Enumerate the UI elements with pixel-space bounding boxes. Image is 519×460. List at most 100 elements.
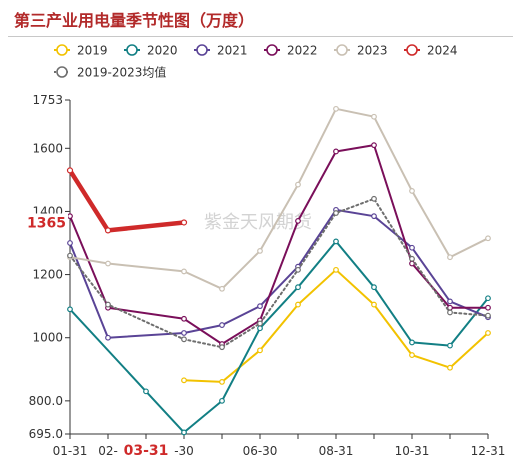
data-point <box>295 218 301 224</box>
legend-item-2020[interactable]: 2020 <box>124 44 178 58</box>
data-point <box>333 210 339 216</box>
data-point <box>409 244 415 251</box>
data-point <box>257 325 263 332</box>
x-tick-label: -30 <box>174 444 194 458</box>
data-point <box>409 188 415 194</box>
legend-swatch-marker <box>126 44 138 56</box>
watermark-text: 紫金天风期货 <box>204 212 312 233</box>
data-point <box>485 304 491 311</box>
data-point <box>295 301 301 308</box>
data-point <box>333 266 339 273</box>
highlight-labels: 1365 03-31 <box>24 213 170 460</box>
legend-swatch-marker <box>336 44 348 56</box>
data-point <box>371 142 377 149</box>
data-point <box>371 113 377 120</box>
data-point <box>67 240 73 246</box>
highlight-x-bg <box>122 440 170 460</box>
data-point <box>257 320 263 327</box>
legend-label: 2020 <box>147 44 178 58</box>
series-line <box>67 168 187 233</box>
highlight-y-bg <box>24 213 68 232</box>
legend-item-2021[interactable]: 2021 <box>194 44 248 58</box>
data-point <box>219 322 225 328</box>
data-point <box>67 213 73 220</box>
x-tick-label: 02- <box>98 444 118 458</box>
legend-label: 2019 <box>77 44 108 58</box>
title-divider <box>8 36 513 37</box>
data-point <box>104 227 112 234</box>
x-tick-label: 01-31 <box>53 444 88 458</box>
y-tick-label: 1200 <box>32 268 63 282</box>
data-point <box>485 330 491 336</box>
data-point <box>67 306 73 313</box>
legend-label: 2021 <box>217 44 248 58</box>
y-tick-label: 800.0 <box>29 394 63 408</box>
x-tick-label: 06-30 <box>243 444 278 458</box>
data-point <box>485 295 491 302</box>
data-point <box>485 235 491 242</box>
data-point <box>409 260 415 267</box>
data-point <box>181 336 187 343</box>
x-tick-label: 08-31 <box>319 444 354 458</box>
legend-item-2022[interactable]: 2022 <box>264 44 318 58</box>
series-2023 <box>67 105 491 292</box>
series-2019 <box>181 266 491 385</box>
data-point <box>257 303 263 310</box>
series-2020 <box>67 238 491 436</box>
series-layer <box>66 105 491 436</box>
y-tick-label: 1600 <box>32 141 63 155</box>
data-point <box>295 181 301 188</box>
legend-item-2023[interactable]: 2023 <box>334 44 388 58</box>
legend-item-2019-2023均值[interactable]: 2019-2023均值 <box>54 65 166 80</box>
series-2021 <box>67 206 491 341</box>
data-point <box>143 388 149 395</box>
data-point <box>180 219 188 226</box>
series-line <box>69 144 489 345</box>
legend-swatch-marker <box>56 66 68 78</box>
data-point <box>257 247 263 254</box>
data-point <box>409 352 415 358</box>
data-point <box>257 347 263 354</box>
y-tick-label: 695.0 <box>29 427 63 441</box>
legend-item-2024[interactable]: 2024 <box>404 44 458 58</box>
data-point <box>447 342 453 349</box>
data-point <box>447 254 453 261</box>
series-line <box>69 107 489 290</box>
legend-label: 2022 <box>287 44 318 58</box>
data-point <box>181 315 187 322</box>
data-point <box>219 379 225 385</box>
data-point <box>219 344 225 351</box>
legend-item-2019[interactable]: 2019 <box>54 44 108 58</box>
y-tick-label: 1753 <box>32 93 63 107</box>
legend[interactable]: 2019 2020 2021 2022 2023 2024 2019-2023均值 <box>54 44 458 80</box>
data-point <box>181 330 187 336</box>
highlight-x-label: 03-31 <box>124 443 169 459</box>
data-point <box>105 301 111 308</box>
series-2019-2023均值 <box>67 195 491 351</box>
data-point <box>447 364 453 371</box>
data-point <box>333 105 339 112</box>
legend-label: 2023 <box>357 44 388 58</box>
data-point <box>295 266 301 273</box>
data-point <box>105 260 111 267</box>
data-point <box>67 252 73 259</box>
x-tick-label: 12-31 <box>471 444 506 458</box>
series-2022 <box>67 142 491 347</box>
data-point <box>219 397 225 404</box>
legend-swatch-marker <box>196 44 208 56</box>
data-point <box>371 301 377 308</box>
legend-swatch-marker <box>266 44 278 56</box>
data-point <box>105 334 111 341</box>
data-point <box>447 298 453 305</box>
legend-label: 2024 <box>427 44 458 58</box>
x-tick-label: 10-31 <box>395 444 430 458</box>
legend-swatch-marker <box>56 44 68 56</box>
legend-swatch-marker <box>406 44 418 56</box>
data-point <box>409 339 415 346</box>
data-point <box>181 429 187 436</box>
highlight-y-label: 1365 <box>27 215 66 231</box>
data-point <box>66 167 74 174</box>
data-point <box>371 195 377 202</box>
